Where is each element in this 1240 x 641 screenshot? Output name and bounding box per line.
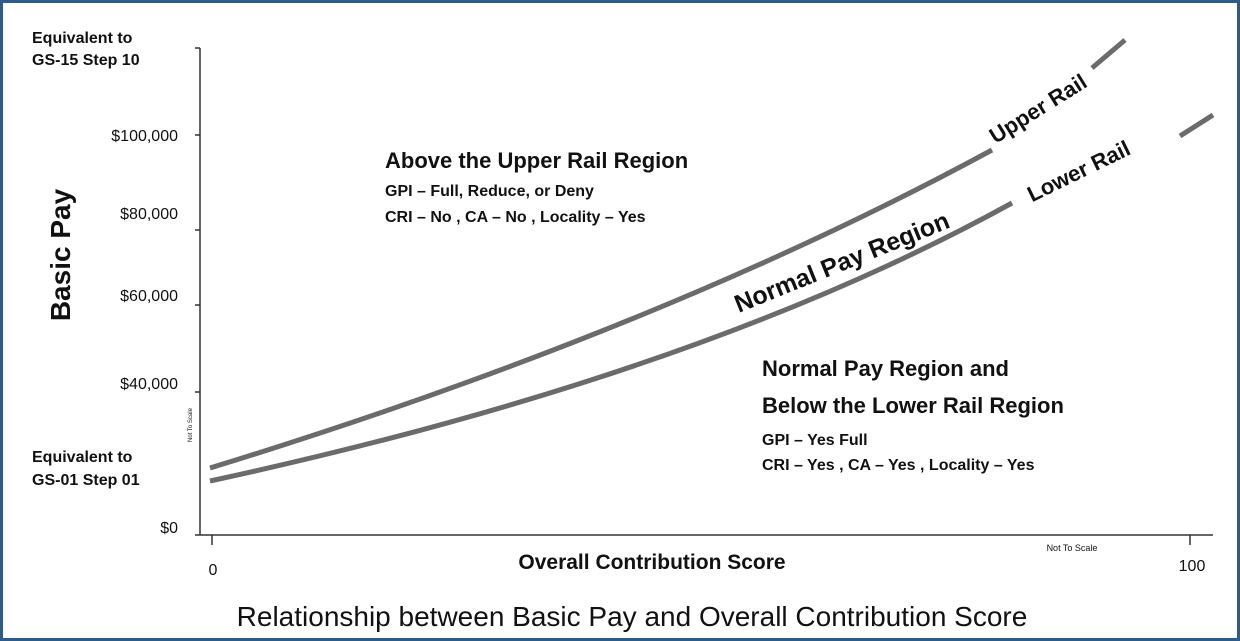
y-tick-label: $100,000 bbox=[111, 128, 178, 145]
region-line: CRI – Yes , CA – Yes , Locality – Yes bbox=[762, 457, 1035, 474]
y-bottom-label: Equivalent to bbox=[32, 449, 133, 466]
region-line: GPI – Yes Full bbox=[762, 432, 868, 449]
upper-rail-dash bbox=[1090, 38, 1127, 70]
diagram-title: Relationship between Basic Pay and Overa… bbox=[237, 601, 1028, 632]
region-heading: Normal Pay Region and bbox=[762, 356, 1009, 381]
region-line: CRI – No , CA – No , Locality – Yes bbox=[385, 209, 646, 226]
region-line: GPI – Full, Reduce, or Deny bbox=[385, 183, 594, 200]
x-axis-note: Not To Scale bbox=[1047, 543, 1098, 553]
upper-rail bbox=[209, 147, 994, 471]
x-tick-label: 0 bbox=[209, 562, 218, 579]
y-axis-note: Not To Scale bbox=[188, 407, 194, 442]
region-heading: Below the Lower Rail Region bbox=[762, 393, 1064, 418]
x-tick-label: 100 bbox=[1179, 558, 1206, 575]
y-tick-label: $40,000 bbox=[120, 376, 178, 393]
y-tick-label: $80,000 bbox=[120, 206, 178, 223]
tick-marks bbox=[195, 47, 1191, 545]
lower-rail bbox=[209, 200, 1014, 484]
y-tick-label: $60,000 bbox=[120, 288, 178, 305]
region-heading: Above the Upper Rail Region bbox=[385, 148, 688, 173]
y-bottom-label: GS-01 Step 01 bbox=[32, 472, 140, 489]
x-axis-label: Overall Contribution Score bbox=[518, 551, 785, 574]
y-axis-label: Basic Pay bbox=[45, 188, 76, 321]
y-top-label: Equivalent to bbox=[32, 30, 133, 47]
lower-rail-dash bbox=[1178, 112, 1215, 139]
y-top-label: GS-15 Step 10 bbox=[32, 52, 140, 69]
y-tick-label: $0 bbox=[160, 520, 178, 537]
